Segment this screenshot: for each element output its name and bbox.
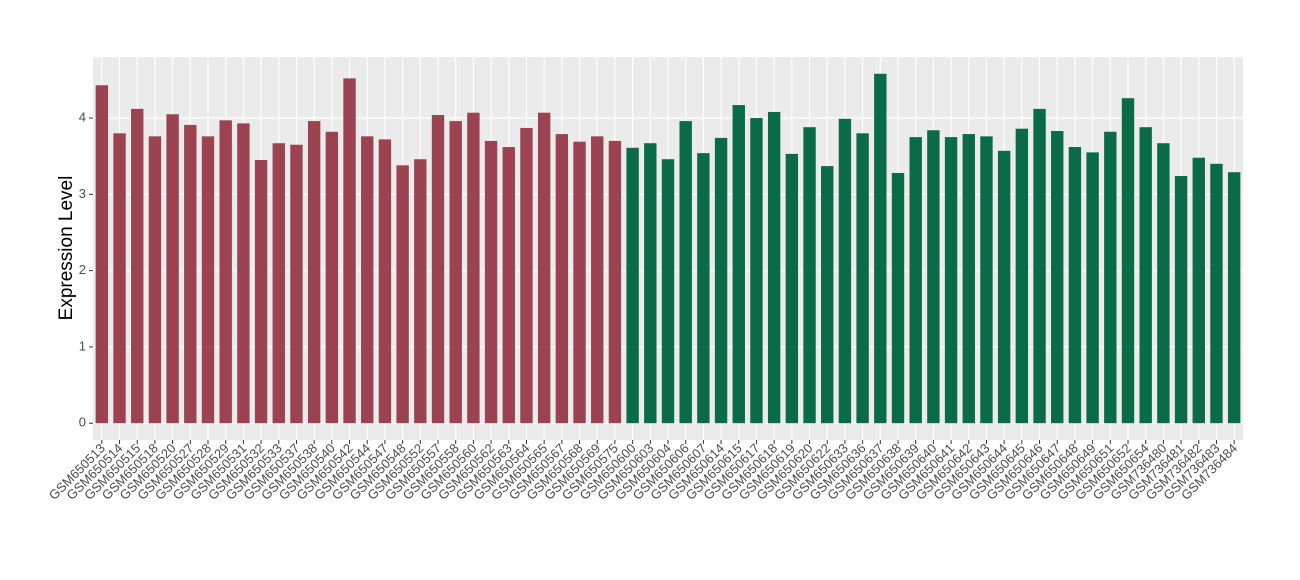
y-tick-label: 4 xyxy=(79,109,86,124)
bar xyxy=(891,172,905,424)
bar xyxy=(697,153,710,424)
bar xyxy=(661,159,675,424)
bar xyxy=(732,105,745,424)
bar xyxy=(396,165,409,424)
bar xyxy=(166,114,179,424)
bar xyxy=(95,85,109,424)
bar xyxy=(573,141,586,424)
bar xyxy=(838,118,852,424)
bar xyxy=(290,144,303,424)
bar xyxy=(1174,176,1188,424)
y-tick-label: 0 xyxy=(79,415,86,430)
bar xyxy=(201,136,215,424)
bar xyxy=(1210,163,1223,424)
bar xyxy=(431,114,445,424)
bar xyxy=(591,136,604,424)
bar xyxy=(1015,128,1029,424)
bar xyxy=(1104,131,1117,424)
bar xyxy=(378,139,392,424)
bar xyxy=(644,143,657,424)
bar xyxy=(909,137,922,424)
bar xyxy=(520,127,533,424)
y-tick-label: 3 xyxy=(79,186,86,201)
bar xyxy=(219,120,232,424)
bar xyxy=(803,127,816,424)
bar xyxy=(184,124,197,424)
bar xyxy=(1068,147,1082,424)
bar xyxy=(944,137,958,424)
bar xyxy=(1227,172,1241,424)
bar xyxy=(1139,127,1152,424)
bar xyxy=(113,133,126,424)
y-tick-label: 2 xyxy=(79,262,86,277)
bar xyxy=(537,112,551,424)
bar xyxy=(325,131,339,424)
bar xyxy=(821,166,834,424)
bar xyxy=(997,150,1011,424)
bar xyxy=(254,159,268,424)
bar xyxy=(414,159,427,424)
bar xyxy=(856,133,869,424)
bar xyxy=(343,78,356,424)
bar xyxy=(148,136,162,424)
bar xyxy=(1086,152,1099,424)
bar xyxy=(767,111,781,424)
bar xyxy=(1051,131,1064,424)
bar xyxy=(1121,98,1135,424)
bar xyxy=(484,140,498,424)
bar xyxy=(1157,143,1170,424)
bar xyxy=(679,121,692,424)
y-axis-title: Expression Level xyxy=(56,176,77,321)
bar xyxy=(714,137,728,424)
bar xyxy=(980,136,993,424)
bar xyxy=(502,147,515,424)
bar xyxy=(1033,108,1046,424)
bar xyxy=(361,136,374,424)
bar xyxy=(131,108,144,424)
bar xyxy=(927,130,940,424)
bar xyxy=(467,112,480,424)
bar xyxy=(307,121,321,424)
bar xyxy=(449,121,462,424)
bar xyxy=(237,123,250,424)
bar xyxy=(626,147,639,424)
bar xyxy=(555,134,569,424)
bar xyxy=(272,143,285,424)
bar xyxy=(608,140,622,424)
bar xyxy=(962,134,975,424)
bar xyxy=(750,118,763,424)
bar xyxy=(1192,157,1205,424)
bar xyxy=(785,153,799,424)
y-tick-label: 1 xyxy=(79,338,86,353)
bar xyxy=(874,73,887,424)
